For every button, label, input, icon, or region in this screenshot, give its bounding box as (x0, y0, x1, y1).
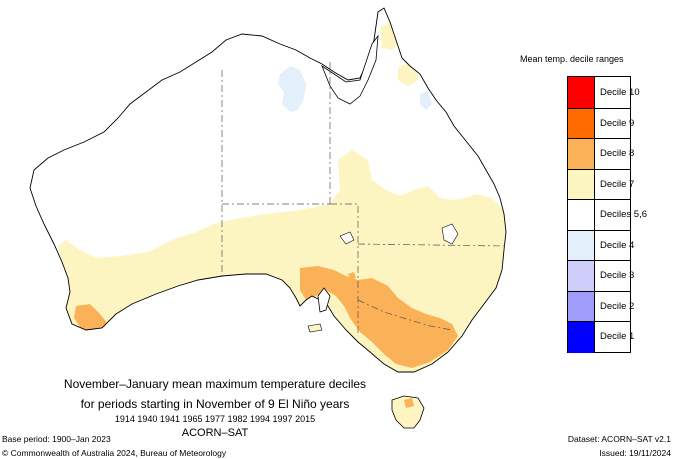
legend-label: Decile 10 (600, 86, 640, 98)
legend-swatch (568, 322, 595, 353)
legend-swatch (568, 261, 595, 292)
legend-row: Deciles 5,6 (568, 199, 647, 231)
legend-title: Mean temp. decile ranges (520, 54, 624, 64)
legend-row: Decile 8 (568, 138, 634, 170)
kangaroo-island (307, 323, 323, 333)
legend-label: Decile 8 (600, 148, 635, 160)
gulf-carpentaria (321, 34, 379, 105)
legend-label: Decile 7 (600, 178, 635, 190)
decile-8-southwest (74, 304, 108, 332)
lake-torrens (441, 223, 459, 245)
legend-swatch (568, 230, 595, 261)
legend-row: Decile 4 (568, 229, 634, 261)
decile-4-top-end (278, 66, 306, 112)
legend-swatch (568, 77, 595, 108)
issued-date: Issued: 19/11/2024 (599, 448, 671, 458)
years-list: 1914 1940 1941 1965 1977 1982 1994 1997 … (114, 414, 316, 424)
legend-swatch (568, 108, 595, 139)
legend-row: Decile 1 (568, 321, 634, 353)
state-borders (221, 62, 507, 336)
map-subtitle: for periods starting in November of 9 El… (80, 397, 350, 411)
legend-label: Deciles 5,6 (600, 209, 647, 221)
legend-row: Decile 2 (568, 290, 634, 322)
legend-swatch (568, 169, 595, 200)
lake-eyre (339, 231, 355, 245)
dataset-version: Dataset: ACORN–SAT v2.1 (567, 434, 671, 444)
dataset-label: ACORN–SAT (181, 427, 249, 439)
decile-8-southeast (300, 266, 458, 368)
legend-label: Decile 9 (600, 117, 635, 129)
decile-8-dot (348, 272, 356, 280)
copyright: © Commonwealth of Australia 2024, Bureau… (2, 448, 227, 458)
tasmania-decile-8 (404, 398, 414, 408)
legend-row: Decile 9 (568, 107, 634, 139)
spencer-gulf (317, 287, 331, 313)
legend-swatch (568, 291, 595, 322)
tasmania (391, 395, 425, 429)
decile-4-qld-coast (420, 90, 432, 110)
legend-swatch (568, 200, 595, 231)
legend-label: Decile 2 (600, 300, 635, 312)
legend-label: Decile 1 (600, 331, 635, 343)
legend: Decile 10 Decile 9 Decile 8 Decile 7 Deciles… (567, 76, 647, 353)
legend-swatch (568, 139, 595, 170)
legend-label: Decile 3 (600, 270, 635, 282)
legend-row: Decile 3 (568, 260, 634, 292)
base-period: Base period: 1900–Jan 2023 (2, 434, 111, 444)
map-title: November–January mean maximum temperatur… (63, 377, 367, 391)
legend-label: Decile 4 (600, 239, 635, 251)
legend-row: Decile 10 (568, 77, 640, 108)
legend-row: Decile 7 (568, 168, 634, 200)
